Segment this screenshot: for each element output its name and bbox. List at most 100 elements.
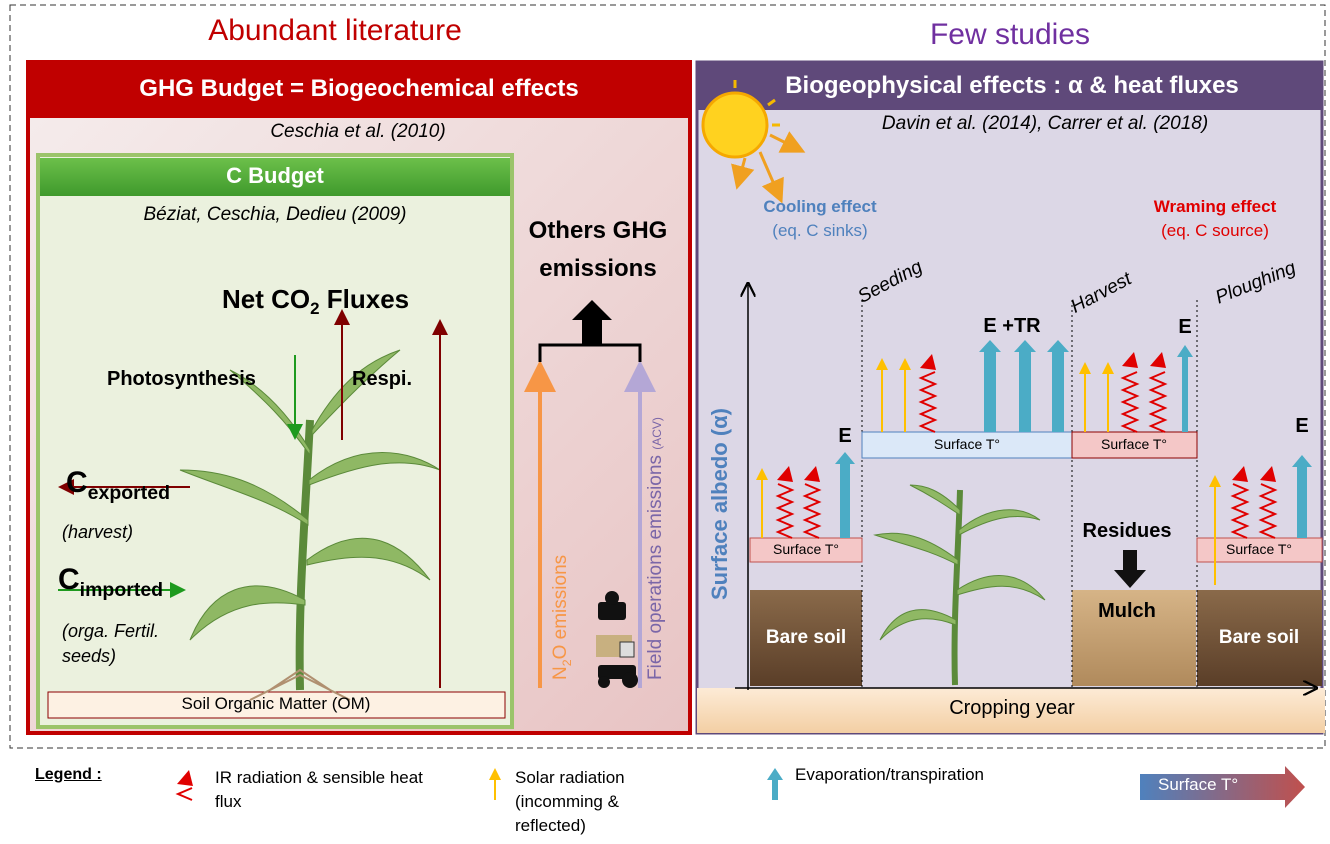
imported-label: Cimported bbox=[58, 563, 163, 601]
legend-item: Evaporation/transpiration bbox=[795, 765, 985, 784]
soil-label: Bare soil bbox=[1218, 627, 1300, 648]
mulch-image bbox=[1072, 590, 1196, 686]
ir-wave bbox=[1120, 371, 1140, 433]
soil-label: Bare soil bbox=[765, 627, 847, 648]
symbol: C bbox=[66, 466, 88, 499]
ir-head bbox=[804, 466, 820, 482]
ir-head bbox=[920, 354, 936, 370]
surface-box bbox=[1196, 537, 1323, 563]
ir-wave bbox=[1230, 483, 1250, 539]
ir-wave bbox=[1148, 371, 1168, 433]
symbol: C bbox=[58, 563, 80, 596]
warming-note: (eq. C source) bbox=[1161, 221, 1269, 240]
soil-image bbox=[1197, 590, 1322, 686]
soil-label: Mulch bbox=[1098, 600, 1156, 622]
evaporation-arrow bbox=[835, 452, 855, 538]
box-title: C Budget bbox=[226, 163, 324, 188]
cropping-bar bbox=[697, 688, 1325, 733]
panel-title: Biogeophysical effects : α & heat fluxes bbox=[785, 72, 1239, 99]
surface-label: Surface T° bbox=[933, 436, 1001, 452]
ir-head bbox=[1260, 466, 1276, 482]
c-budget-box bbox=[36, 153, 514, 729]
subscript: imported bbox=[79, 579, 164, 601]
x-axis-label: Cropping year bbox=[949, 697, 1075, 719]
heading: Few studies bbox=[929, 18, 1091, 51]
legend-temp-arrow bbox=[1140, 766, 1305, 808]
residue-arrow bbox=[1114, 550, 1146, 588]
y-axis-label: Surface albedo (α) bbox=[707, 407, 732, 600]
label: Respi. bbox=[352, 368, 413, 390]
surface-label: Surface T° bbox=[772, 541, 840, 557]
cooling-title: Cooling effect bbox=[763, 197, 877, 216]
flux-arrows bbox=[175, 340, 1312, 801]
field-label: Field operations emissions (ACV) bbox=[645, 417, 667, 680]
left-title-bar bbox=[28, 62, 690, 118]
ir-head bbox=[777, 466, 793, 482]
note: (harvest) bbox=[62, 522, 134, 542]
plant bbox=[873, 484, 1046, 686]
surface-label: Surface T° bbox=[1225, 541, 1293, 557]
note: (ACV) bbox=[650, 417, 664, 450]
solar-arrow-head bbox=[1102, 362, 1114, 374]
text: O emissions bbox=[550, 554, 571, 660]
c-budget-bar bbox=[40, 158, 510, 196]
legend-item: Surface T° bbox=[1158, 775, 1239, 794]
reference: Ceschia et al. (2010) bbox=[270, 121, 446, 142]
text: Fluxes bbox=[326, 284, 410, 314]
surface-label: Surface T° bbox=[1100, 436, 1168, 452]
sun bbox=[701, 80, 806, 204]
ir-head bbox=[1122, 352, 1138, 368]
ghg-title: emissions bbox=[539, 255, 657, 282]
flux-label: E bbox=[1178, 316, 1192, 338]
ghg-title: Others GHG bbox=[528, 217, 668, 244]
ir-wave bbox=[918, 371, 938, 433]
machinery-icons bbox=[596, 591, 638, 688]
legend-item: IR radiation & sensible heat flux bbox=[215, 768, 423, 811]
ir-wave bbox=[802, 483, 822, 539]
ir-head bbox=[1150, 352, 1166, 368]
frame bbox=[9, 4, 1326, 749]
heading: Abundant literature bbox=[208, 14, 462, 47]
flux-label: E +TR bbox=[983, 315, 1041, 337]
note: (orga. Fertil. bbox=[62, 621, 160, 641]
soil-label: Soil Organic Matter (OM) bbox=[181, 694, 371, 713]
warming-title: Wraming effect bbox=[1153, 197, 1277, 216]
evaporation-arrow bbox=[1177, 345, 1193, 432]
net-flux-label: Net CO2 Fluxes bbox=[222, 285, 409, 319]
note: seeds) bbox=[62, 646, 117, 666]
n2o-label: N2O emissions bbox=[550, 554, 574, 680]
soil-image bbox=[750, 590, 862, 686]
surface-box bbox=[861, 431, 1073, 459]
panel-title: GHG Budget = Biogeochemical effects bbox=[139, 75, 579, 102]
legend-item: Solar radiation (incomming & reflected) bbox=[515, 768, 625, 835]
evaporation-arrow bbox=[1292, 455, 1312, 538]
flux-label: E bbox=[1295, 415, 1309, 437]
solar-arrow-head bbox=[876, 358, 888, 370]
ir-head bbox=[177, 770, 193, 786]
ir-wave bbox=[1258, 483, 1278, 539]
evaporation-arrow bbox=[767, 768, 783, 800]
evaporation-arrow bbox=[979, 340, 1001, 432]
label: Photosynthesis bbox=[107, 368, 256, 390]
soil-label: Residues bbox=[1082, 520, 1172, 542]
solar-arrow-head bbox=[1209, 475, 1221, 487]
ir-wave bbox=[175, 787, 193, 801]
ghg-arrow bbox=[572, 300, 612, 345]
surface-box bbox=[1071, 431, 1198, 459]
text: Field operations emissions bbox=[645, 455, 666, 680]
flux-label: E bbox=[838, 425, 852, 447]
solar-arrow-head bbox=[756, 468, 768, 480]
right-title-bar bbox=[697, 62, 1322, 110]
subscript: exported bbox=[87, 482, 171, 504]
cooling-note: (eq. C sinks) bbox=[772, 221, 868, 240]
soil-box bbox=[47, 691, 506, 719]
legend-title: Legend : bbox=[35, 766, 102, 783]
text: Net CO bbox=[222, 284, 311, 314]
text: N bbox=[550, 666, 571, 680]
evaporation-arrow bbox=[1047, 340, 1069, 432]
reference: Davin et al. (2014), Carrer et al. (2018… bbox=[881, 113, 1209, 134]
plant bbox=[179, 349, 441, 701]
surface-box bbox=[749, 537, 863, 563]
